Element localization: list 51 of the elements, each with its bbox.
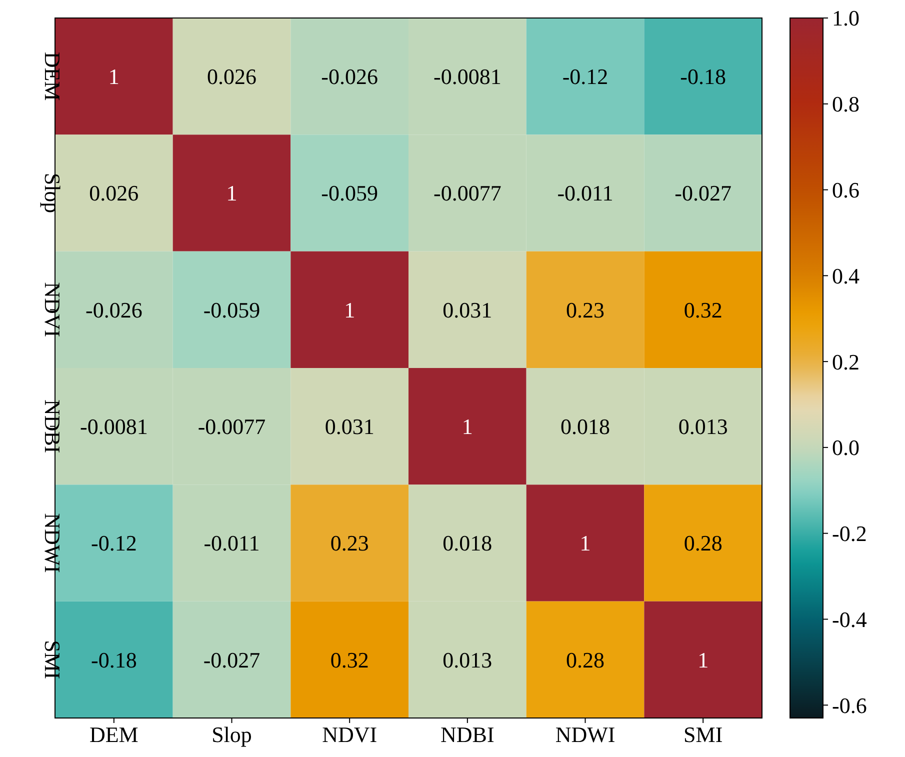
color-bar-label: 0.2 — [832, 349, 860, 374]
data-label: -0.18 — [91, 647, 137, 672]
color-bar-label: -0.2 — [832, 521, 867, 546]
data-label: 1 — [344, 297, 356, 322]
x-tick-label: SMI — [684, 722, 723, 747]
data-label: -0.0077 — [434, 180, 502, 206]
data-label: -0.12 — [91, 530, 137, 556]
color-bar-label: 0.6 — [832, 177, 860, 202]
color-bar-label: 0.8 — [832, 92, 860, 117]
x-tick-label: NDBI — [440, 722, 494, 747]
data-label: 1 — [698, 647, 709, 672]
data-label: 0.013 — [678, 414, 728, 440]
data-label: -0.18 — [680, 64, 726, 90]
data-label: 0.013 — [442, 647, 492, 672]
data-label: -0.011 — [557, 180, 614, 206]
data-label: 0.28 — [566, 647, 604, 672]
data-label: 0.026 — [89, 180, 139, 206]
data-label: 0.031 — [324, 414, 374, 440]
data-label: -0.027 — [674, 180, 732, 206]
data-label: -0.026 — [321, 64, 378, 90]
data-label: -0.0077 — [198, 414, 266, 440]
data-label: 0.018 — [560, 414, 610, 440]
data-label: -0.059 — [321, 180, 378, 206]
x-tick-label: Slop — [212, 722, 252, 747]
data-label: 1 — [108, 64, 120, 90]
data-label: -0.027 — [203, 647, 260, 672]
data-label: 0.23 — [566, 297, 604, 322]
color-bar-label: -0.4 — [832, 606, 867, 632]
data-label: 1 — [462, 414, 473, 440]
data-label: 0.026 — [207, 64, 256, 90]
data-label: 0.32 — [330, 647, 369, 672]
data-label: -0.059 — [203, 297, 260, 322]
data-label: -0.0081 — [434, 64, 502, 90]
data-label: 1 — [580, 530, 591, 556]
color-bar-label: 0.4 — [832, 263, 860, 288]
data-label: -0.0081 — [80, 414, 148, 440]
data-label: -0.011 — [204, 530, 260, 556]
data-label: -0.12 — [562, 64, 608, 90]
color-bar-label: 0.0 — [832, 435, 860, 460]
data-label: 0.23 — [330, 530, 369, 556]
x-tick-label: DEM — [89, 722, 138, 747]
data-label: 0.018 — [442, 530, 492, 556]
data-label: 0.031 — [442, 297, 492, 322]
color-bar-label: -0.6 — [832, 692, 867, 718]
x-tick-label: NDWI — [555, 722, 616, 747]
x-tick-label: NDVI — [322, 722, 378, 747]
data-label: -0.026 — [86, 297, 142, 322]
data-label: 0.28 — [684, 530, 722, 556]
data-label: 0.32 — [684, 297, 722, 322]
data-label: 1 — [226, 180, 238, 206]
color-bar-label: 1.0 — [832, 6, 860, 31]
